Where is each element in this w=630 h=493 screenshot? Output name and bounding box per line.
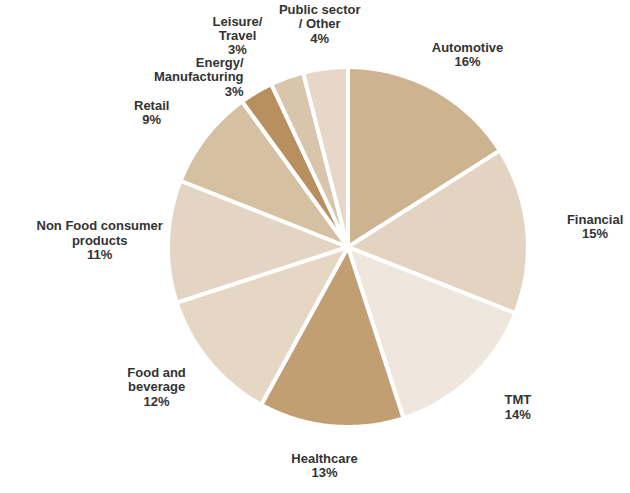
svg-text:Leisure/Travel3%: Leisure/Travel3%	[213, 14, 263, 58]
svg-text:Food andbeverage12%: Food andbeverage12%	[127, 365, 186, 409]
svg-text:Automotive16%: Automotive16%	[432, 40, 504, 69]
svg-text:Public sector/ Other4%: Public sector/ Other4%	[279, 2, 361, 46]
svg-text:Healthcare13%: Healthcare13%	[291, 451, 357, 480]
svg-text:Financial15%: Financial15%	[567, 212, 623, 241]
svg-text:Non Food consumerproducts11%: Non Food consumerproducts11%	[37, 218, 163, 262]
svg-text:TMT14%: TMT14%	[505, 392, 532, 421]
svg-text:Retail9%: Retail9%	[134, 98, 169, 127]
svg-text:Energy/Manufacturing3%: Energy/Manufacturing3%	[154, 55, 244, 99]
